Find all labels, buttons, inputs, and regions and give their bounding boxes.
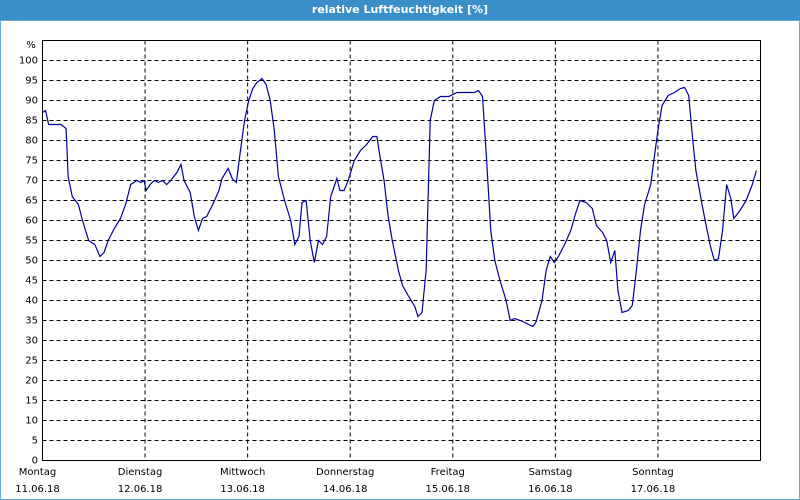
y-tick-label: 55	[25, 236, 38, 247]
y-tick-label: 70	[25, 176, 38, 187]
x-tick-date: 11.06.18	[15, 484, 60, 495]
x-tick-label: Mittwoch	[220, 467, 265, 478]
y-tick-label: 75	[25, 156, 38, 167]
y-tick-label: 20	[25, 376, 38, 387]
y-tick-label: 10	[25, 416, 38, 427]
y-tick-label: 45	[25, 276, 38, 287]
y-axis-label: %	[26, 40, 36, 51]
title-bar: relative Luftfeuchtigkeit [%]	[0, 0, 800, 20]
x-tick-label: Donnerstag	[316, 467, 374, 478]
data-line	[42, 77, 757, 328]
y-tick-label: 100	[19, 56, 38, 67]
y-tick-label: 60	[25, 216, 38, 227]
y-tick-label: 25	[25, 356, 38, 367]
y-tick-label: 95	[25, 76, 38, 87]
y-tick-label: 90	[25, 96, 38, 107]
x-tick-label: Montag	[19, 467, 56, 478]
x-tick-label: Sonntag	[632, 467, 674, 478]
x-tick-label: Dienstag	[118, 467, 163, 478]
y-tick-label: 85	[25, 116, 38, 127]
y-tick-label: 80	[25, 136, 38, 147]
plot-area	[42, 40, 761, 461]
y-tick-label: 0	[32, 456, 38, 467]
y-tick-label: 5	[32, 436, 38, 447]
x-tick-date: 17.06.18	[631, 484, 676, 495]
x-tick-label: Samstag	[528, 467, 572, 478]
y-tick-label: 15	[25, 396, 38, 407]
x-tick-label: Freitag	[431, 467, 465, 478]
y-tick-label: 65	[25, 196, 38, 207]
x-tick-date: 15.06.18	[426, 484, 471, 495]
x-tick-date: 13.06.18	[220, 484, 265, 495]
x-tick-date: 16.06.18	[528, 484, 573, 495]
y-tick-label: 50	[25, 256, 38, 267]
y-tick-label: 35	[25, 316, 38, 327]
y-tick-label: 30	[25, 336, 38, 347]
x-tick-date: 14.06.18	[323, 484, 368, 495]
y-tick-label: 40	[25, 296, 38, 307]
x-tick-date: 12.06.18	[118, 484, 163, 495]
